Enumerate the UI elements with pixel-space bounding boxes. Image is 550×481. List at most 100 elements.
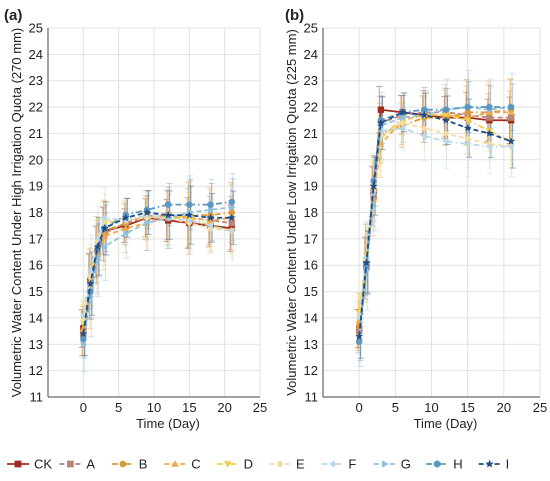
- legend-item-E: E: [269, 457, 305, 472]
- data-point-I: [100, 224, 109, 232]
- data-point-G: [207, 206, 215, 214]
- series-line-I: [358, 111, 512, 337]
- data-point-I: [376, 118, 385, 127]
- series-line-G: [82, 206, 232, 345]
- data-point-H: [442, 106, 450, 114]
- y-tick-label: 17: [29, 231, 43, 246]
- data-point-I: [398, 108, 407, 116]
- chart-panel-b: 0 5 10 15 20 25 11 12 13 14 15 16 17 18 19 20 21 22 23 24 25…: [284, 7, 547, 431]
- data-point-B: [464, 109, 471, 116]
- series-line-H: [358, 106, 512, 342]
- y-tick-label: 21: [304, 126, 318, 141]
- data-point-I: [420, 110, 429, 119]
- data-point-G: [80, 340, 88, 348]
- data-point-CK: [377, 106, 385, 113]
- legend-label: E: [296, 457, 305, 472]
- y-tick-label: 19: [29, 179, 43, 194]
- data-point-G: [229, 203, 236, 211]
- data-point-F: [79, 311, 86, 319]
- y-axis-title: Volumetric Water Content Under Low Irrig…: [284, 29, 299, 396]
- data-point-G: [400, 114, 407, 122]
- y-tick-label: 14: [304, 310, 318, 325]
- y-tick-label: 11: [305, 390, 319, 405]
- legend-label: I: [506, 457, 510, 472]
- data-point-D: [442, 112, 450, 119]
- x-tick-label: 5: [115, 400, 122, 415]
- data-point-F: [86, 266, 93, 275]
- series-line-H: [82, 201, 232, 340]
- y-tick-label: 20: [29, 152, 43, 167]
- y-tick-label: 18: [29, 205, 43, 220]
- data-point-F: [420, 132, 427, 140]
- data-point-F: [228, 227, 235, 235]
- y-tick-label: 24: [29, 47, 43, 62]
- data-point-F: [442, 137, 449, 145]
- data-point-H: [508, 103, 515, 111]
- y-tick-label: 23: [304, 73, 318, 88]
- y-tick-label: 13: [29, 337, 43, 352]
- data-point-I: [164, 210, 173, 219]
- data-point-F: [398, 124, 406, 132]
- data-point-H: [421, 106, 428, 114]
- data-point-I: [86, 279, 95, 288]
- legend: CK A B C D E F G H I: [7, 457, 509, 472]
- data-point-F: [100, 214, 108, 222]
- y-tick-label: 15: [29, 284, 43, 299]
- legend-label: H: [453, 457, 462, 472]
- legend-marker: [119, 460, 127, 468]
- data-point-G: [144, 219, 151, 227]
- data-point-A: [507, 114, 515, 121]
- data-point-I: [142, 208, 151, 216]
- series-I: [79, 208, 236, 338]
- y-tick-label: 18: [304, 205, 318, 220]
- legend-label: A: [86, 457, 95, 472]
- legend-label: B: [139, 457, 148, 472]
- y-tick-label: 25: [29, 21, 43, 36]
- data-point-G: [123, 230, 130, 238]
- y-tick-label: 21: [29, 126, 43, 141]
- x-axis-title: Time (Day): [414, 416, 478, 431]
- data-point-A: [228, 219, 235, 227]
- data-point-E: [464, 134, 471, 143]
- series-line-D: [82, 214, 232, 324]
- data-point-I: [463, 124, 472, 132]
- data-point-A: [355, 327, 363, 335]
- x-tick-label: 15: [182, 400, 196, 415]
- legend-item-B: B: [111, 457, 148, 472]
- legend-item-D: D: [216, 457, 253, 472]
- data-point-H: [186, 201, 193, 209]
- legend-item-H: H: [426, 457, 463, 472]
- legend-marker: [276, 459, 284, 469]
- legend-label: G: [401, 457, 411, 472]
- data-point-I: [355, 332, 364, 340]
- legend-label: CK: [34, 457, 52, 472]
- y-tick-label: 11: [30, 390, 44, 405]
- y-tick-label: 13: [304, 337, 318, 352]
- legend-marker: [67, 460, 74, 468]
- panel-label: (a): [4, 7, 22, 24]
- data-point-E: [442, 129, 450, 138]
- data-point-I: [485, 129, 494, 137]
- data-point-A: [486, 114, 493, 121]
- data-point-C: [101, 232, 109, 239]
- legend-item-CK: CK: [7, 457, 52, 472]
- x-tick-label: 10: [147, 400, 161, 415]
- data-point-F: [206, 222, 214, 230]
- data-point-H: [228, 198, 235, 206]
- legend-label: D: [244, 457, 253, 472]
- x-tick-label: 15: [460, 400, 474, 415]
- y-tick-label: 14: [29, 310, 43, 325]
- x-tick-label: 0: [356, 400, 363, 415]
- data-point-H: [165, 201, 172, 209]
- legend-marker: [382, 460, 389, 468]
- data-point-I: [442, 116, 450, 124]
- data-point-G: [101, 243, 109, 251]
- legend-marker: [328, 460, 336, 468]
- data-point-H: [80, 335, 87, 343]
- legend-marker: [485, 459, 494, 468]
- x-tick-label: 20: [497, 400, 511, 415]
- chart-panel-a: 0 5 10 15 20 25 11 12 13 14 15 16 17 18 19 20 21 22 23 24 25…: [4, 7, 267, 431]
- data-point-C: [122, 224, 130, 231]
- data-point-H: [356, 338, 363, 346]
